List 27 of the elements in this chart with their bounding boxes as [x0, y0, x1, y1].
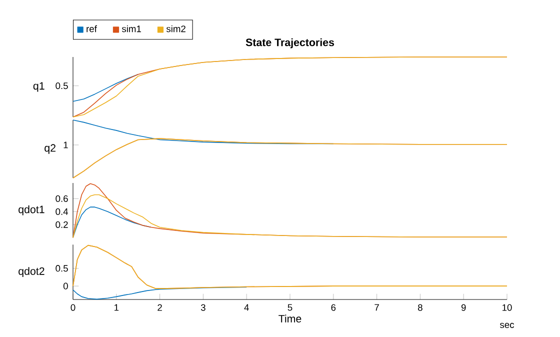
chart-title: State Trajectories: [246, 38, 334, 48]
y-tick-label: 0.5: [56, 265, 68, 272]
legend-label: ref: [86, 25, 97, 32]
text: sec: [500, 322, 514, 328]
x-tick-label: 5: [288, 304, 292, 311]
x-axis-title: Time: [278, 314, 302, 323]
y-tick-label: 0: [63, 282, 68, 290]
x-tick-label: 4: [244, 304, 249, 311]
x-tick-label: 9: [461, 304, 466, 311]
y-tick-label: 0.2: [56, 221, 68, 228]
x-tick-label: 8: [418, 304, 422, 311]
y-tick-label: 0.6: [56, 195, 68, 202]
y-axis-title: qdot1: [18, 205, 44, 216]
x-tick-label: 7: [374, 304, 379, 311]
x-tick-label: 0: [70, 304, 76, 311]
x-tick-label: 3: [200, 304, 206, 311]
y-tick-label: 0.4: [56, 208, 68, 215]
y-axis-title: q2: [44, 144, 56, 154]
legend-label: sim1: [122, 25, 141, 32]
y-axis-title: qdot2: [18, 267, 44, 278]
x-tick-label: 2: [158, 304, 162, 311]
x-tick-label: 6: [331, 304, 336, 311]
y-axis-title: q1: [33, 82, 44, 92]
text: 1: [64, 142, 68, 148]
x-tick-label: 1: [114, 304, 119, 311]
legend-label: sim2: [166, 25, 186, 32]
x-tick-label: 10: [502, 304, 512, 311]
